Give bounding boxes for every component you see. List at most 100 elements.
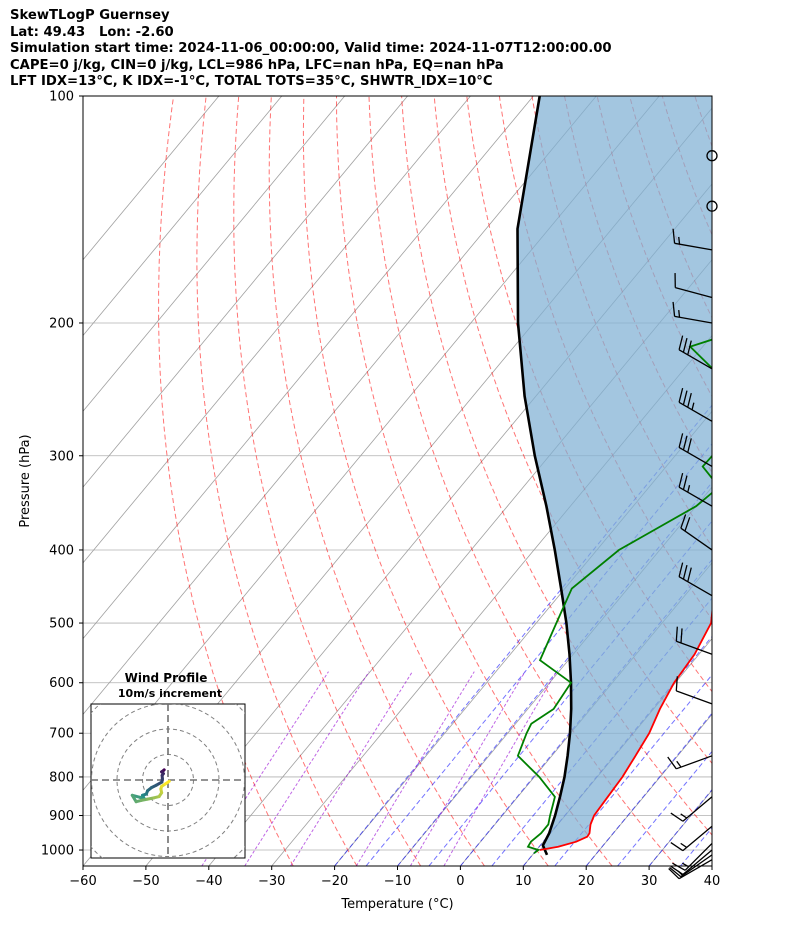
wind-barb-half-feather [691,402,695,410]
wind-barb-half-feather [680,842,688,849]
mixing-ratio-line [244,671,370,866]
isotherm-gridline [83,96,597,716]
wind-barb [672,228,713,251]
wind-barb-feather [669,867,682,878]
wind-barb-feather [680,514,687,529]
wind-barb-staff [678,446,713,468]
parcel-area-fill [517,96,712,850]
wind-barb-staff [678,576,713,597]
dry-adiabat [336,96,613,866]
isotherm-gridline [83,96,346,412]
y-tick-label: 600 [49,676,74,691]
wind-barb [678,433,713,468]
wind-barb-staff [684,842,713,871]
wind-barb-feather [687,340,692,355]
wind-barb-staff [678,486,713,507]
wind-barb-staff [680,527,713,551]
wind-barb-half-feather [677,870,684,877]
y-tick-label: 100 [49,90,74,105]
isotherm-gridline [208,259,712,866]
time-line: Simulation start time: 2024-11-06_00:00:… [10,41,612,57]
mixing-ratio-line [355,671,475,866]
x-tick-label: −20 [321,874,348,889]
y-tick-label: 400 [49,543,74,558]
wind-barb-half-feather [687,485,691,493]
hodograph-plot [91,704,245,858]
wind-barb [670,825,713,852]
hodograph-trace-segment [163,779,171,786]
wind-barb-staff [674,242,713,251]
x-tick-label: 20 [578,874,595,889]
isotherm-gridline [460,562,712,866]
y-tick-label: 800 [49,770,74,785]
wind-barb-staff [682,849,713,875]
wind-barb [678,387,713,422]
wind-barb-feather [682,435,688,451]
wind-barb-feather [675,626,678,642]
isotherm-gridline [83,96,471,564]
isotherm-gridline [83,96,408,488]
calm-wind-circle [706,150,718,162]
plot-frame [82,95,713,867]
dry-adiabat [196,96,358,866]
wind-barb-half-feather [681,862,689,868]
wind-barb [667,755,713,770]
location-line: Lat: 49.43 Lon: -2.60 [10,24,174,40]
wind-barb [672,842,713,871]
wind-barb-staff [675,286,713,299]
wind-barb-feather [675,676,678,691]
mixing-ratio-line [290,671,413,866]
isotherm-gridline [397,486,712,866]
dewpoint-line [516,338,712,855]
cape-cin-fill [517,96,712,850]
wind-barb [670,849,713,875]
wind-barb-feather [687,438,692,453]
isotherm-gridline [83,96,220,261]
wind-barb-staff [682,825,713,852]
wind-barb-feather [682,390,688,405]
stability-line: CAPE=0 j/kg, CIN=0 j/kg, LCL=986 hPa, LF… [10,57,504,73]
wind-barb [675,676,713,705]
wind-barb [678,562,713,597]
wind-barb-feather [684,517,691,532]
isotherm-gridline [711,865,712,866]
wind-barb-half-feather [678,236,681,245]
wind-barb-feather [670,841,684,852]
moist-adiabat [744,96,794,866]
mixing-ratio-line [409,671,526,866]
wind-barb-staff [676,755,713,770]
y-tick-label: 200 [49,316,74,331]
moist-adiabat [711,865,712,866]
x-tick-label: 10 [515,874,532,889]
temperature-line [539,605,712,851]
wind-barb-half-feather [678,309,681,318]
x-tick-label: 40 [704,874,721,889]
wind-barb-feather [678,433,684,448]
index-line: LFT IDX=13°C, K IDX=-1°C, TOTAL TOTS=35°… [10,74,493,90]
wind-barb-feather [682,564,688,580]
wind-barb-feather [678,562,684,577]
dry-adiabat [433,96,712,765]
x-tick-label: −50 [132,874,159,889]
wind-barb-feather [668,868,680,880]
wind-barb [672,301,713,324]
wind-barb-staff [678,859,713,880]
x-tick-label: −30 [258,874,285,889]
dry-adiabat [401,96,712,836]
hodograph-title: Wind Profile [125,671,208,685]
wind-barb-half-feather [680,813,688,819]
x-tick-label: −40 [195,874,222,889]
wind-barb-feather [682,475,688,490]
wind-barb-feather [678,472,684,488]
y-tick-label: 900 [49,809,74,824]
wind-barb [669,854,713,878]
y-tick-label: 300 [49,449,74,464]
wind-barb-feather [678,335,684,350]
wind-barb-feather [687,392,692,408]
wind-barb [675,626,713,655]
wind-barb-staff [678,401,713,422]
wind-barb-staff [676,690,713,705]
wind-barb-feather [678,387,684,403]
isotherm-gridline [83,96,283,337]
wind-barb [678,335,713,370]
